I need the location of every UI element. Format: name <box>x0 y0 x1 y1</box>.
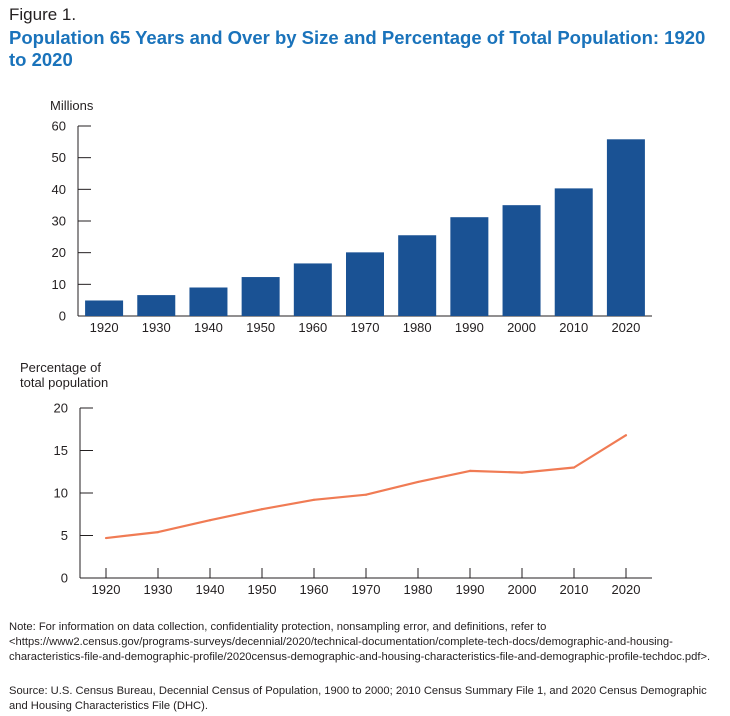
line-x-tick-label: 1980 <box>404 582 433 597</box>
line-x-tick-label: 1920 <box>92 582 121 597</box>
bar-x-tick-label: 1930 <box>142 320 171 335</box>
line-y-axis-label: total population <box>20 375 108 390</box>
line-point <box>312 498 316 501</box>
bar-chart: Millions 0 10 20 30 40 50 60 1920 1930 1940 1950 196… <box>50 98 652 335</box>
bar-y-tick-label: 20 <box>52 245 66 260</box>
chart-title: Population 65 Years and Over by Size and… <box>9 27 706 70</box>
bar <box>606 139 645 316</box>
bar <box>554 188 593 316</box>
bar-x-tick-label: 1990 <box>455 320 484 335</box>
bar <box>346 252 384 316</box>
line-point <box>208 519 212 522</box>
line-y-axis-label: Percentage of <box>20 360 101 375</box>
line-y-tick-label: 5 <box>61 528 68 543</box>
line-point <box>572 466 576 469</box>
bar-y-tick-label: 30 <box>52 214 66 229</box>
line-point <box>416 480 420 484</box>
line-x-tick-label: 1970 <box>352 582 381 597</box>
line-x-tick-label: 2000 <box>508 582 537 597</box>
line-x-tick-label: 1940 <box>196 582 225 597</box>
line-point <box>364 493 368 496</box>
line-point <box>520 471 524 474</box>
bar <box>189 287 228 316</box>
bar-x-tick-label: 1980 <box>403 320 432 335</box>
series-line <box>105 434 627 540</box>
bar-x-tick-label: 1950 <box>246 320 275 335</box>
bar <box>450 217 489 316</box>
bar <box>241 277 280 316</box>
bar <box>293 263 332 316</box>
bar-x-tick-label: 2010 <box>559 320 588 335</box>
bar-x-tick-label: 2000 <box>507 320 536 335</box>
bar <box>137 295 176 316</box>
bar-y-axis-label: Millions <box>50 98 94 113</box>
line-y-tick-label: 0 <box>61 571 68 586</box>
bar-x-tick-label: 1970 <box>351 320 380 335</box>
line-x-tick-label: 1990 <box>456 582 485 597</box>
bar-x-tick-label: 2020 <box>611 320 640 335</box>
line-x-tick-label: 2020 <box>612 582 641 597</box>
line-point <box>104 536 108 540</box>
bar <box>85 300 124 316</box>
bar-x-tick-label: 1940 <box>194 320 223 335</box>
bar-y-tick-label: 10 <box>52 277 66 292</box>
bar <box>502 205 541 316</box>
chart-source: Source: U.S. Census Bureau, Decennial Ce… <box>9 685 707 712</box>
line-x-tick-label: 2010 <box>560 582 589 597</box>
line-x-tick-label: 1960 <box>300 582 329 597</box>
bar-y-tick-label: 40 <box>52 182 66 197</box>
line-y-tick-label: 10 <box>54 486 68 501</box>
bar <box>398 235 437 316</box>
line-point <box>468 469 472 472</box>
line-x-tick-label: 1950 <box>248 582 277 597</box>
line-point <box>156 531 160 534</box>
bar-x-tick-label: 1920 <box>90 320 119 335</box>
line-point <box>260 508 264 511</box>
bar-y-tick-label: 0 <box>59 309 66 324</box>
bar-y-tick-label: 60 <box>52 119 66 134</box>
line-point <box>624 434 628 437</box>
figure-label: Figure 1. <box>9 5 77 24</box>
line-y-tick-label: 20 <box>54 401 68 416</box>
chart-note: Note: For information on data collection… <box>9 621 711 663</box>
line-x-tick-label: 1930 <box>144 582 173 597</box>
bar-x-tick-label: 1960 <box>298 320 327 335</box>
line-y-tick-label: 15 <box>54 443 68 458</box>
bar-y-tick-label: 50 <box>52 150 66 165</box>
